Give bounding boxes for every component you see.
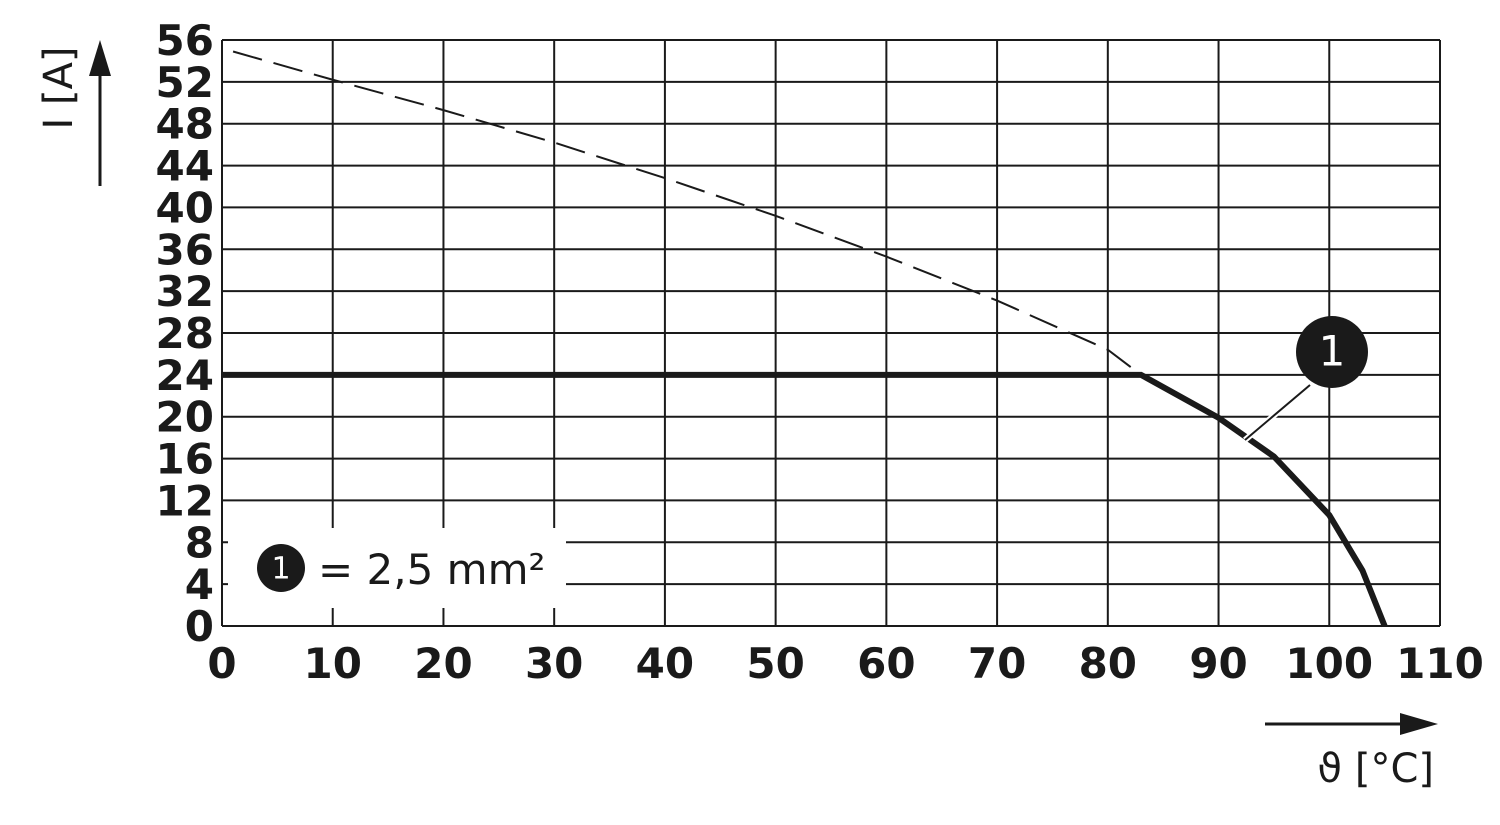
x-tick-label: 0: [207, 639, 236, 688]
callout-marker: [1296, 316, 1368, 388]
grid: [221, 39, 1441, 627]
callout-line: [1244, 384, 1311, 441]
y-tick-label: 44: [156, 142, 214, 191]
x-tick-label: 100: [1285, 639, 1373, 688]
y-tick-label: 24: [156, 351, 214, 400]
y-tick-label: 52: [156, 58, 214, 107]
x-axis-label: ϑ [°C]: [1317, 746, 1434, 792]
y-tick-label: 36: [156, 225, 214, 274]
x-tick-label: 60: [857, 639, 915, 688]
y-tick-label: 20: [156, 393, 214, 442]
legend-marker: [257, 544, 305, 592]
x-arrow-head: [1400, 713, 1438, 735]
y-tick-label: 0: [185, 602, 214, 651]
x-tick-label: 30: [525, 639, 583, 688]
lines: [222, 50, 1388, 628]
x-tick-label: 40: [636, 639, 694, 688]
x-tick-label: 110: [1396, 639, 1484, 688]
legend-text: = 2,5 mm²: [318, 545, 545, 594]
x-tick-label: 70: [968, 639, 1026, 688]
x-tick-label: 50: [746, 639, 804, 688]
y-tick-label: 4: [185, 560, 214, 609]
x-tick-label: 20: [414, 639, 472, 688]
series-line: [232, 50, 1142, 376]
y-axis-label: I [A]: [36, 46, 82, 129]
x-tick-label: 80: [1079, 639, 1137, 688]
series-line: [222, 371, 1388, 628]
x-tick-label: 90: [1189, 639, 1247, 688]
legend-marker-label: 1: [271, 552, 290, 587]
y-tick-label: 40: [156, 183, 214, 232]
y-arrow-head: [89, 40, 111, 76]
y-tick-label: 16: [156, 435, 214, 484]
y-tick-label: 32: [156, 267, 214, 316]
x-tick-label: 10: [304, 639, 362, 688]
y-tick-label: 12: [156, 476, 214, 525]
y-tick-label: 56: [156, 16, 214, 65]
y-tick-label: 48: [156, 100, 214, 149]
callout-label: 1: [1319, 327, 1346, 376]
y-tick-label: 28: [156, 309, 214, 358]
y-tick-label: 8: [185, 518, 214, 567]
